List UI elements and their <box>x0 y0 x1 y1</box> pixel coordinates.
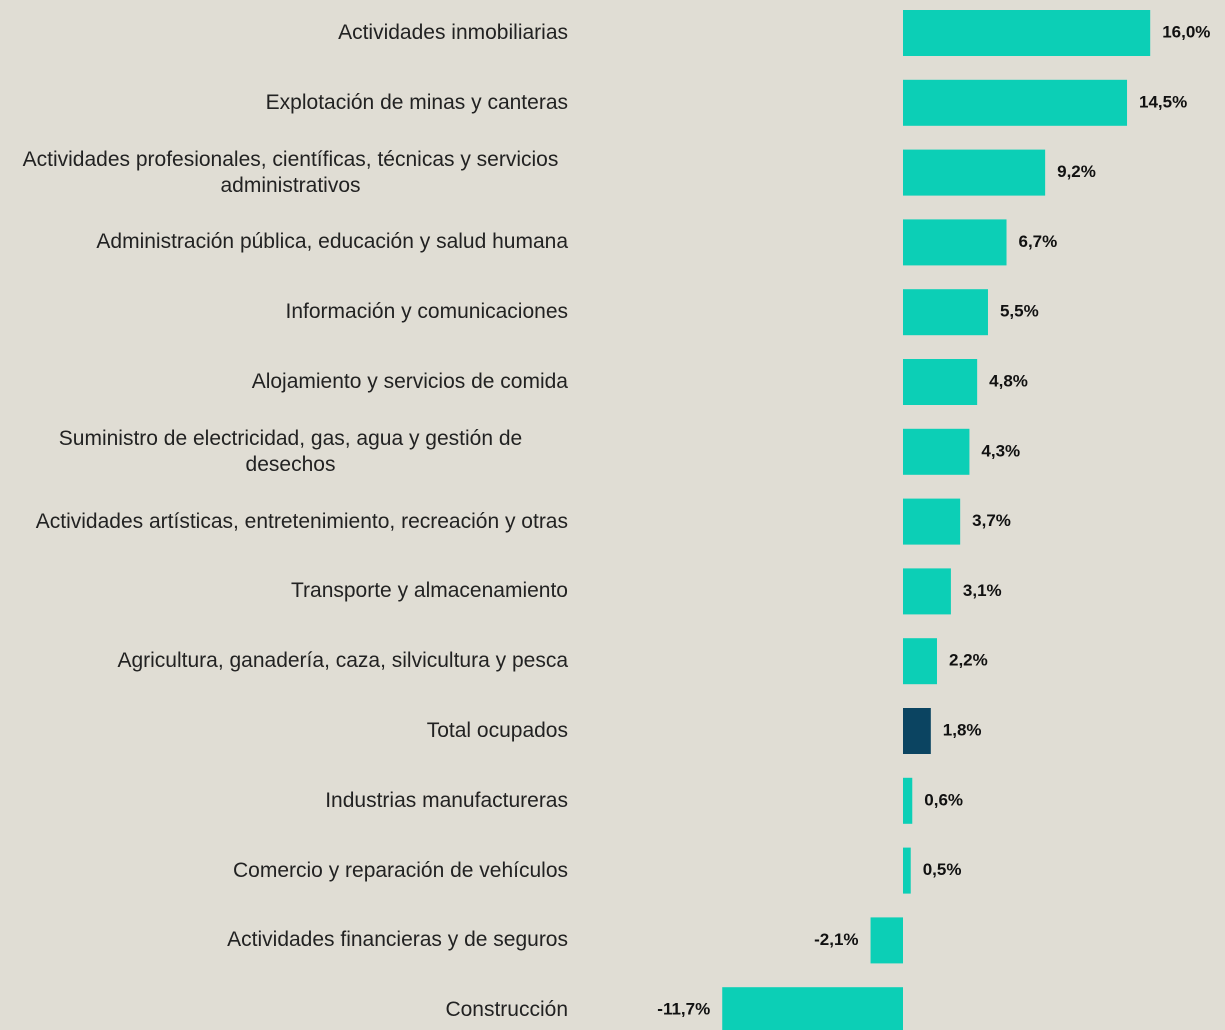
category-label: Agricultura, ganadería, caza, silvicultu… <box>117 649 568 673</box>
value-label: 2,2% <box>949 651 988 670</box>
value-label: -2,1% <box>814 930 858 949</box>
bar <box>903 10 1151 56</box>
bar <box>903 428 970 475</box>
bar <box>903 708 931 754</box>
value-label: 9,2% <box>1057 162 1096 181</box>
category-label: Industrias manufactureras <box>325 788 568 812</box>
value-label: 3,1% <box>963 581 1002 600</box>
bar <box>903 777 913 824</box>
bar <box>903 568 951 615</box>
category-label: Explotación de minas y canteras <box>265 90 568 114</box>
category-label: Actividades profesionales, científicas, … <box>22 147 559 197</box>
value-label: -11,7% <box>657 1000 710 1019</box>
bar <box>903 149 1046 196</box>
value-label: 4,3% <box>981 441 1020 460</box>
value-label: 3,7% <box>972 511 1011 530</box>
bar <box>903 289 988 336</box>
category-label: Suministro de electricidad, gas, agua y … <box>58 426 523 476</box>
category-label: Actividades artísticas, entretenimiento,… <box>35 509 568 533</box>
bar <box>870 917 903 964</box>
bar <box>903 498 961 545</box>
category-label: Actividades inmobiliarias <box>338 21 568 44</box>
value-label: 1,8% <box>943 720 982 739</box>
bar <box>722 987 903 1030</box>
category-label: Alojamiento y servicios de comida <box>251 370 568 393</box>
value-label: 6,7% <box>1019 232 1058 251</box>
category-label: Información y comunicaciones <box>285 300 568 324</box>
value-label: 4,8% <box>989 371 1028 390</box>
value-label: 14,5% <box>1139 92 1187 111</box>
bar <box>903 79 1128 126</box>
value-label: 16,0% <box>1162 22 1210 41</box>
category-label: Construcción <box>445 998 568 1022</box>
value-label: 0,6% <box>924 790 963 809</box>
bar <box>903 638 937 685</box>
bar <box>903 847 911 894</box>
bar <box>903 219 1007 266</box>
value-label: 5,5% <box>1000 302 1039 321</box>
category-label: Actividades financieras y de seguros <box>227 928 568 952</box>
bar <box>903 359 978 405</box>
category-label: Administración pública, educación y salu… <box>96 230 568 254</box>
category-label: Comercio y reparación de vehículos <box>233 858 568 882</box>
value-label: 0,5% <box>923 860 962 879</box>
category-label: Transporte y almacenamiento <box>290 579 568 603</box>
category-label: Total ocupados <box>426 719 568 742</box>
